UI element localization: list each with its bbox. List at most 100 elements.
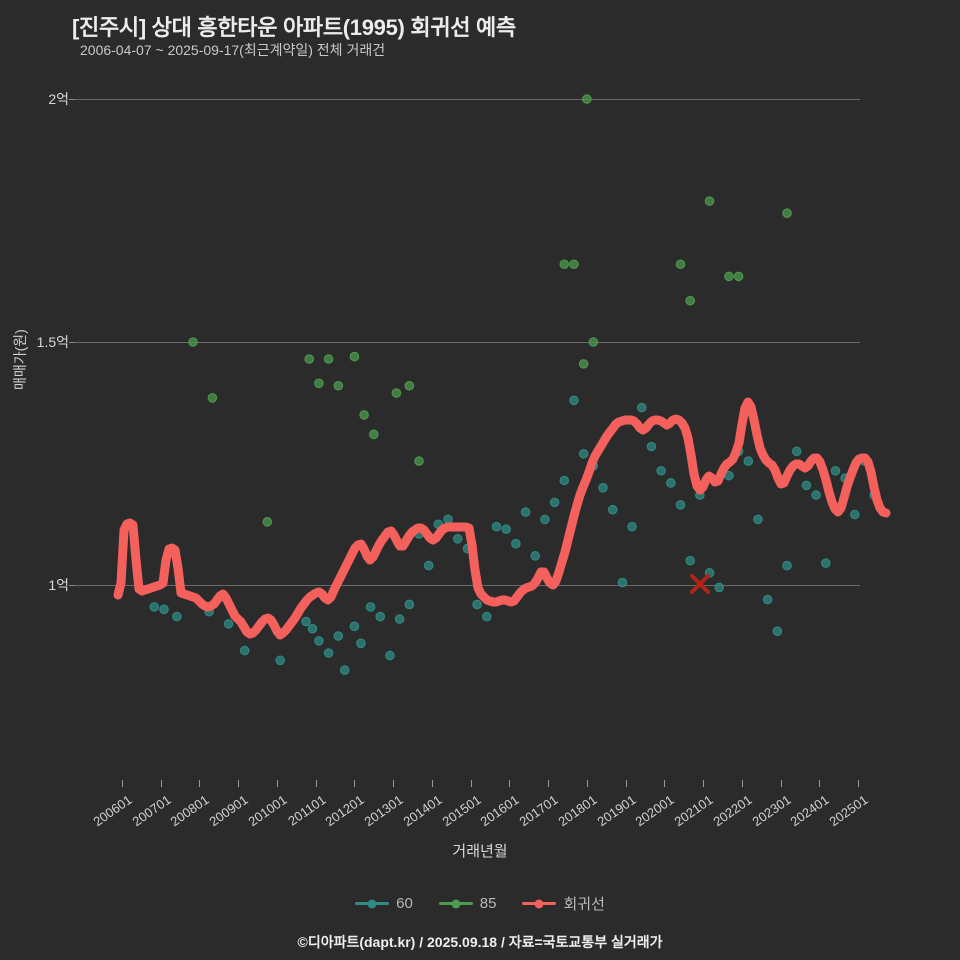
x-axis-tick [703,780,705,787]
scatter-point[interactable] [314,378,324,389]
scatter-point[interactable] [172,611,182,622]
scatter-point[interactable] [675,259,686,270]
scatter-point[interactable] [275,655,285,666]
scatter-point[interactable] [472,599,482,610]
gridline-y [75,99,860,100]
scatter-point[interactable] [578,359,589,369]
x-axis-tick-label: 201401 [400,792,445,830]
scatter-point[interactable] [559,259,570,270]
scatter-point[interactable] [307,623,318,634]
scatter-point[interactable] [704,196,715,206]
scatter-point[interactable] [333,380,344,391]
scatter-point[interactable] [394,614,405,624]
scatter-series-85 [188,94,792,527]
scatter-point[interactable] [304,354,315,364]
scatter-point[interactable] [598,482,608,493]
scatter-point[interactable] [714,582,725,593]
scatter-point[interactable] [423,560,434,571]
scatter-point[interactable] [791,446,802,457]
scatter-point[interactable] [359,410,369,420]
scatter-point[interactable] [481,611,492,622]
scatter-point[interactable] [559,475,570,486]
scatter-point[interactable] [391,388,402,398]
scatter-point[interactable] [349,351,360,362]
x-axis-tick-label: 201201 [322,792,368,830]
scatter-point[interactable] [301,616,311,627]
scatter-point[interactable] [452,534,463,544]
y-axis-tick-label: 2억 [48,91,69,107]
scatter-point[interactable] [511,538,521,549]
x-axis-tick-label: 202001 [632,792,677,830]
scatter-point[interactable] [323,648,334,658]
scatter-point[interactable] [724,271,734,282]
scatter-point[interactable] [349,621,360,632]
scatter-point[interactable] [627,521,637,532]
scatter-point[interactable] [656,465,666,476]
scatter-point[interactable] [159,604,169,615]
scatter-point[interactable] [578,448,589,459]
legend-swatch-icon [438,899,473,908]
scatter-point[interactable] [223,619,234,629]
scatter-point[interactable] [540,514,550,525]
scatter-point[interactable] [607,504,618,515]
scatter-point[interactable] [617,577,628,588]
scatter-point[interactable] [356,638,366,649]
scatter-point[interactable] [782,208,792,219]
scatter-point[interactable] [820,558,831,568]
scatter-point[interactable] [782,560,792,571]
legend-swatch-icon [355,899,390,908]
scatter-point[interactable] [262,517,273,527]
legend-item-85[interactable]: 85 [438,895,496,912]
scatter-point[interactable] [636,402,647,413]
scatter-point[interactable] [588,337,599,347]
scatter-point[interactable] [404,380,415,391]
footer-credit: ©디아파트(dapt.kr) / 2025.09.18 / 자료=국토교통부 실… [297,934,663,950]
scatter-point[interactable] [530,551,541,561]
scatter-point[interactable] [569,395,579,406]
scatter-point[interactable] [520,507,531,517]
scatter-point[interactable] [314,636,324,646]
scatter-point[interactable] [443,514,453,525]
scatter-point[interactable] [491,521,502,532]
scatter-point[interactable] [666,478,676,488]
scatter-point[interactable] [369,429,379,440]
scatter-point[interactable] [685,295,695,306]
scatter-point[interactable] [675,500,686,510]
y-axis-tick [69,585,75,586]
scatter-point[interactable] [582,94,592,104]
scatter-point[interactable] [830,465,841,476]
scatter-point[interactable] [801,480,812,491]
scatter-point[interactable] [339,665,350,675]
scatter-point[interactable] [365,602,376,612]
scatter-point[interactable] [323,354,334,364]
scatter-point[interactable] [333,631,344,641]
scatter-point[interactable] [207,393,218,403]
scatter-point[interactable] [743,456,754,466]
scatter-point[interactable] [414,456,424,466]
regression-line [113,397,891,640]
y-axis-tick [69,342,75,343]
x-axis-tick [238,780,240,787]
legend-item-60[interactable]: 60 [355,895,413,912]
scatter-point[interactable] [188,337,198,347]
scatter-point[interactable] [501,524,511,534]
scatter-point[interactable] [375,611,386,622]
scatter-point[interactable] [733,271,744,282]
x-axis-tick [354,780,356,787]
scatter-point[interactable] [753,514,763,525]
scatter-point[interactable] [385,650,395,661]
scatter-point[interactable] [239,645,250,656]
scatter-point[interactable] [850,509,860,520]
scatter-point[interactable] [549,497,560,508]
scatter-point[interactable] [762,594,773,605]
page-title: [진주시] 상대 흥한타운 아파트(1995) 회귀선 예측 [72,15,516,40]
scatter-point[interactable] [569,259,579,270]
scatter-point[interactable] [404,599,415,610]
scatter-point[interactable] [149,602,160,612]
scatter-point[interactable] [811,490,821,500]
scatter-point[interactable] [685,555,695,566]
scatter-point[interactable] [646,441,657,452]
scatter-point[interactable] [772,626,783,636]
legend-item-회귀선[interactable]: 회귀선 [522,893,605,914]
